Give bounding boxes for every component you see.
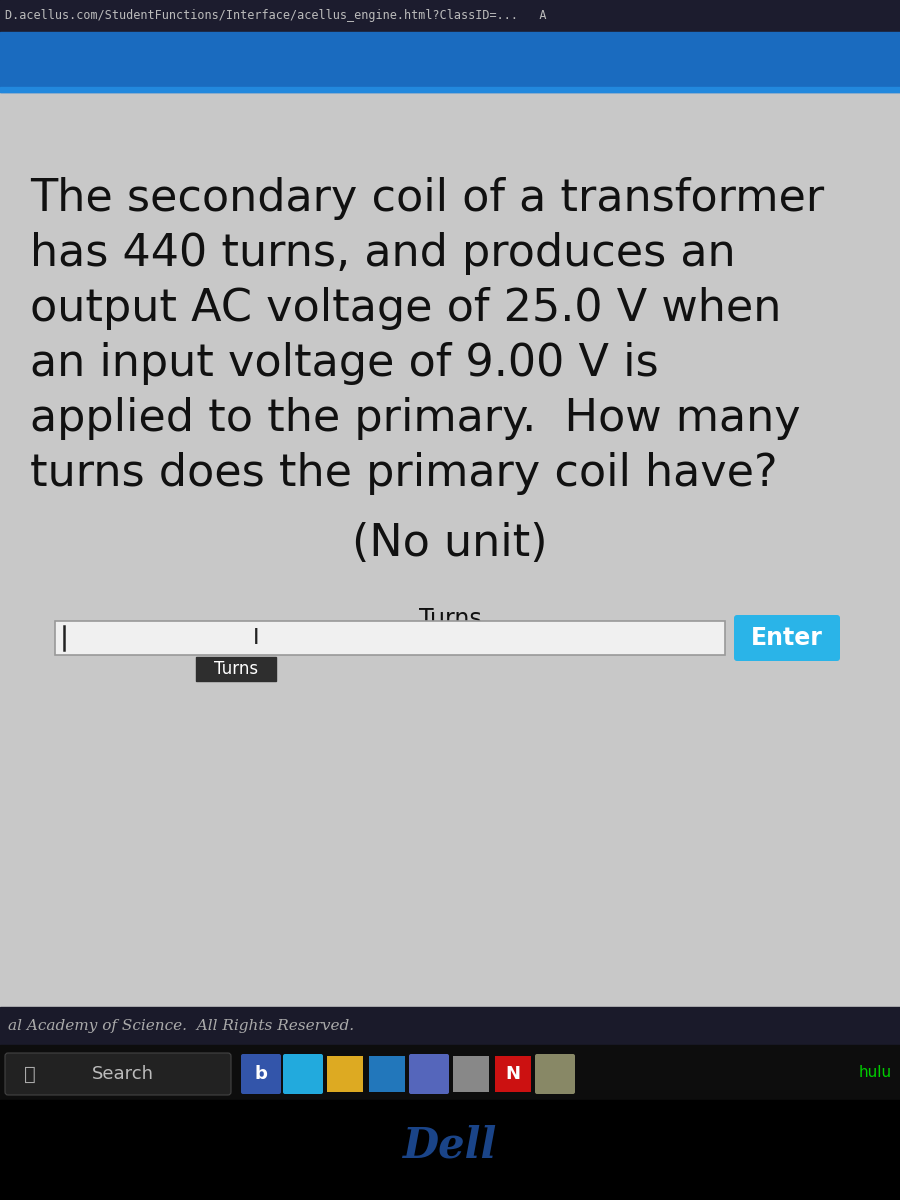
Bar	[0, 92, 900, 1007]
Bar	[0, 0, 900, 32]
FancyBboxPatch shape	[283, 1054, 323, 1094]
Text: D.acellus.com/StudentFunctions/Interface/acellus_engine.html?ClassID=...   A: D.acellus.com/StudentFunctions/Interface…	[5, 10, 546, 23]
Text: Turns: Turns	[214, 660, 258, 678]
Bar	[55, 622, 725, 655]
Bar	[0, 1100, 900, 1200]
Bar	[196, 658, 276, 680]
Bar	[0, 86, 900, 92]
Text: b: b	[255, 1066, 267, 1082]
Bar	[327, 1056, 363, 1092]
Text: I: I	[253, 628, 259, 648]
Text: turns does the primary coil have?: turns does the primary coil have?	[30, 452, 778, 494]
FancyBboxPatch shape	[409, 1054, 449, 1094]
Bar	[0, 1007, 900, 1045]
Bar	[0, 1045, 900, 1100]
FancyBboxPatch shape	[535, 1054, 575, 1094]
Text: output AC voltage of 25.0 V when: output AC voltage of 25.0 V when	[30, 287, 781, 330]
Text: Dell: Dell	[403, 1124, 497, 1166]
Bar	[0, 32, 900, 92]
FancyBboxPatch shape	[734, 614, 840, 661]
Bar	[453, 1056, 489, 1092]
Text: has 440 turns, and produces an: has 440 turns, and produces an	[30, 232, 735, 275]
Text: N: N	[506, 1066, 520, 1082]
Text: hulu: hulu	[859, 1066, 892, 1080]
FancyBboxPatch shape	[241, 1054, 281, 1094]
FancyBboxPatch shape	[5, 1054, 231, 1094]
Text: ⌕: ⌕	[24, 1064, 36, 1084]
Text: The secondary coil of a transformer: The secondary coil of a transformer	[30, 176, 824, 220]
Text: Search: Search	[92, 1066, 154, 1082]
Bar	[495, 1056, 531, 1092]
Text: Enter: Enter	[752, 626, 823, 650]
Text: Turns: Turns	[418, 607, 482, 631]
Text: an input voltage of 9.00 V is: an input voltage of 9.00 V is	[30, 342, 659, 385]
Text: (No unit): (No unit)	[352, 522, 548, 565]
Text: al Academy of Science.  All Rights Reserved.: al Academy of Science. All Rights Reserv…	[8, 1019, 354, 1033]
Text: applied to the primary.  How many: applied to the primary. How many	[30, 397, 801, 440]
Bar	[369, 1056, 405, 1092]
